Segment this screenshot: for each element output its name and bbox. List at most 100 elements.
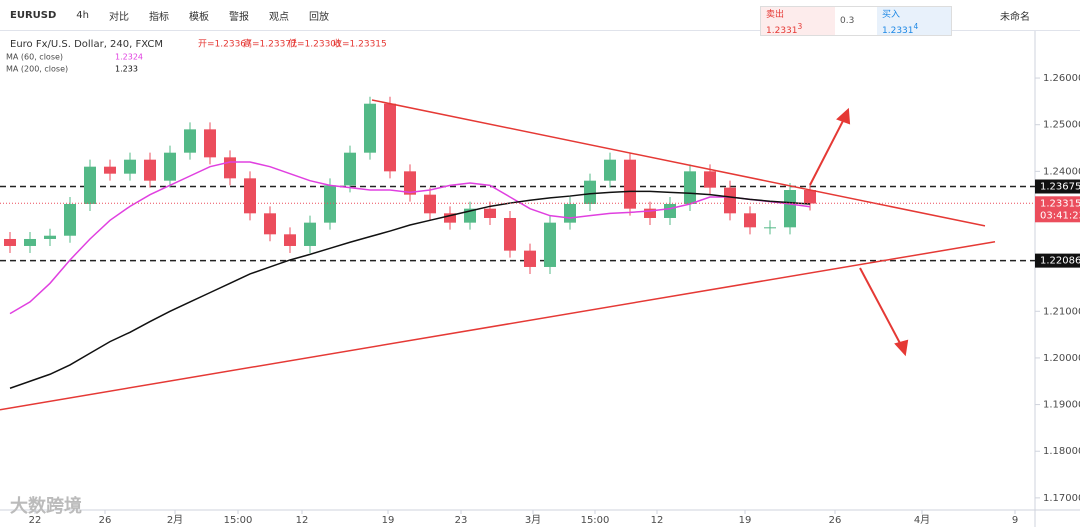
candle-body	[24, 238, 36, 246]
candle-body	[284, 234, 296, 246]
y-tick-label: 1.18000	[1043, 446, 1080, 457]
y-tick-label: 1.20000	[1043, 353, 1080, 364]
candle-body	[84, 166, 96, 204]
candle-body	[344, 152, 356, 186]
x-tick-label: 19	[382, 515, 395, 526]
candle-body	[204, 129, 216, 158]
tool[interactable]: 回放	[308, 11, 329, 23]
x-tick-label: 15:00	[581, 515, 610, 526]
buy-button[interactable]: 买入 1.23314	[877, 7, 951, 36]
candle-body	[584, 180, 596, 204]
tool[interactable]: 模板	[188, 11, 209, 23]
x-tick-label: 12	[296, 515, 309, 526]
buy-label: 买入	[882, 10, 901, 20]
candle-body	[224, 157, 236, 179]
y-tick-label: 1.17000	[1043, 493, 1080, 504]
y-tick-label: 1.24000	[1043, 166, 1080, 177]
price-tag-label: 1.22086	[1040, 256, 1080, 267]
tool[interactable]: 指标	[148, 11, 169, 23]
sell-pip: 3	[797, 22, 803, 31]
legend-name: MA (200, close)	[6, 65, 68, 74]
candle-body	[144, 159, 156, 181]
last-price-tag	[1035, 196, 1080, 223]
spread: 0.3	[840, 16, 855, 26]
candle-body	[124, 159, 136, 174]
tool[interactable]: 对比	[108, 11, 129, 23]
legend-value: 1.2324	[115, 53, 143, 62]
ohlc-label: 收=1.23315	[333, 38, 387, 50]
ma-line	[9, 161, 811, 315]
candle-body	[704, 171, 716, 188]
tool[interactable]: 观点	[268, 11, 289, 23]
tool[interactable]: 警报	[228, 11, 249, 23]
countdown: 03:41:23	[1040, 210, 1080, 221]
candle-body	[264, 213, 276, 235]
candle-body	[484, 208, 496, 218]
candle-body	[104, 166, 116, 174]
candle-body	[524, 250, 536, 267]
x-tick-label: 12	[651, 515, 664, 526]
candle-body	[4, 238, 16, 246]
candle-body	[444, 213, 456, 223]
candle-body	[744, 213, 756, 228]
y-tick-label: 1.19000	[1043, 400, 1080, 411]
candle-body	[664, 203, 676, 218]
legend-value: 1.233	[115, 65, 138, 74]
symbol[interactable]: EURUSD	[10, 9, 57, 21]
candle-body	[384, 103, 396, 172]
candle-body	[304, 222, 316, 246]
x-tick-label: 15:00	[224, 515, 253, 526]
x-tick-label: 3月	[525, 514, 541, 526]
candle-body	[244, 178, 256, 214]
candle-body	[684, 171, 696, 204]
last-price-label: 1.23315	[1040, 198, 1080, 209]
candle-body	[784, 190, 796, 228]
candle-body	[364, 103, 376, 153]
candle-body	[504, 217, 516, 251]
x-tick-label: 23	[455, 515, 468, 526]
buy-price: 1.2331	[882, 26, 914, 36]
watermark: 大数跨境	[10, 495, 82, 517]
ohlc-label: 低=1.23301	[288, 38, 342, 50]
x-tick-label: 26	[99, 515, 112, 526]
ohlc-label: 开=1.23367	[198, 39, 252, 50]
trendline	[371, 99, 986, 227]
candle-body	[624, 159, 636, 209]
candle-body	[404, 171, 416, 195]
sell-label: 卖出	[766, 10, 785, 20]
layout-name[interactable]: 未命名	[1000, 11, 1030, 23]
candle-body	[544, 222, 556, 267]
trendline	[0, 241, 996, 411]
candle-body	[644, 208, 656, 218]
sell-price: 1.2331	[766, 26, 798, 36]
x-tick-label: 2月	[167, 514, 183, 526]
candle-body	[804, 190, 816, 204]
candle-body	[44, 235, 56, 239]
candle-body	[764, 227, 776, 229]
candle-body	[604, 159, 616, 181]
candle-body	[424, 194, 436, 214]
price-tag	[1035, 253, 1080, 268]
x-tick-label: 26	[829, 515, 842, 526]
candle-body	[324, 185, 336, 223]
price-tag-label: 1.23675	[1040, 182, 1080, 193]
candle-body	[164, 152, 176, 181]
candle-body	[724, 187, 736, 214]
trade-panel: 卖出 1.23313 0.3 买入 1.23314	[760, 6, 952, 36]
interval[interactable]: 4h	[76, 9, 89, 21]
y-tick-label: 1.26000	[1043, 73, 1080, 84]
sell-button[interactable]: 卖出 1.23313	[761, 7, 835, 36]
y-tick-label: 1.21000	[1043, 306, 1080, 317]
candle-body	[564, 203, 576, 223]
candle-body	[64, 203, 76, 236]
y-tick-label: 1.25000	[1043, 120, 1080, 131]
ma-line	[9, 190, 811, 389]
x-tick-label: 19	[739, 515, 752, 526]
buy-pip: 4	[913, 22, 919, 31]
arrows	[809, 107, 909, 357]
legend-title: Euro Fx/U.S. Dollar, 240, FXCM	[10, 39, 163, 50]
candle-body	[184, 129, 196, 153]
x-tick-label: 9	[1012, 515, 1018, 526]
